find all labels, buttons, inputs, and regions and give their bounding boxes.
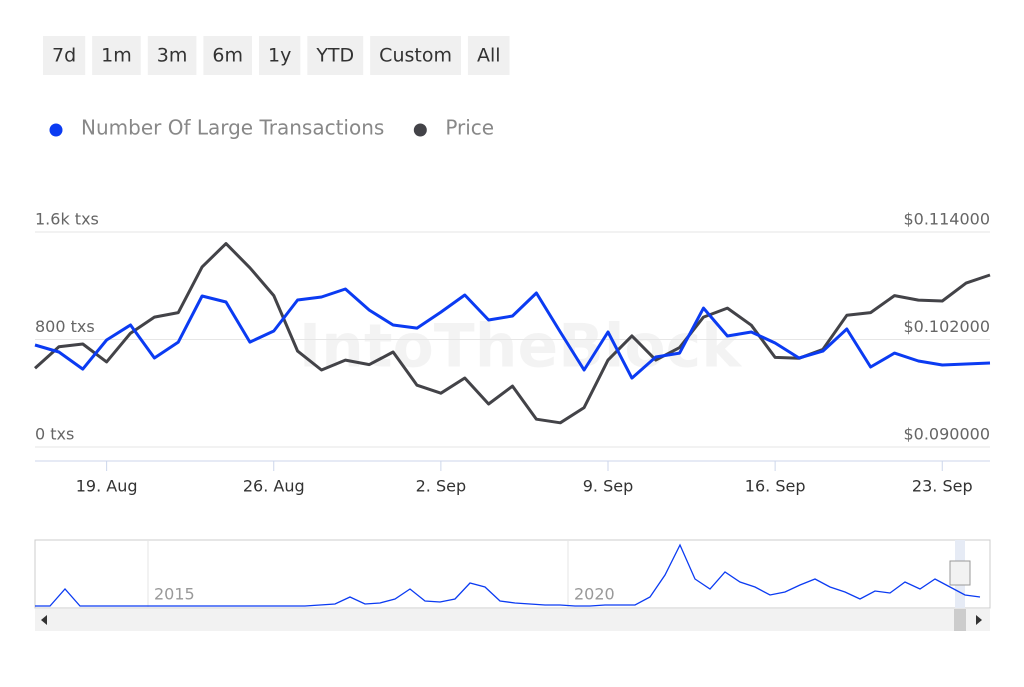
y2-tick-label: $0.114000 [903,210,990,229]
navigator-frame [34,539,991,609]
range-button[interactable] [307,36,364,75]
y2-tick-label: $0.102000 [903,317,990,336]
range-button[interactable] [258,36,301,75]
x-tick-label: 26. Aug [243,477,305,496]
range-button-label: 7d [52,45,76,67]
range-button-label: 3m [157,45,188,67]
y2-tick-label: $0.090000 [903,425,990,444]
navigator-label: 2015 [154,585,195,604]
range-button-label: Custom [379,45,452,67]
range-button[interactable] [92,36,141,75]
range-button[interactable] [43,36,86,75]
navigator-handle[interactable] [949,560,971,586]
x-tick-label: 9. Sep [583,477,634,496]
range-button-label: YTD [315,45,354,67]
y-tick-label: 800 txs [35,317,95,336]
navigator-label: 2020 [574,585,615,604]
scroll-left[interactable] [41,615,47,625]
range-button-label: 1m [101,45,132,67]
x-tick-label: 23. Sep [912,477,973,496]
range-button-label: 1y [268,45,291,67]
legend-label[interactable]: Number Of Large Transactions [81,116,384,140]
scrollbar-thumb[interactable] [954,609,966,631]
watermark: IntoTheBlock [299,312,743,382]
range-button[interactable] [203,36,252,75]
legend-label[interactable]: Price [445,116,494,140]
range-button-label: 6m [212,45,243,67]
x-tick-label: 16. Sep [745,477,806,496]
y-tick-label: 0 txs [35,425,74,444]
x-tick-label: 19. Aug [76,477,138,496]
scroll-right[interactable] [976,615,982,625]
legend-marker[interactable] [49,123,63,137]
range-button[interactable] [467,36,510,75]
legend-marker[interactable] [413,123,427,137]
navigator-line [35,543,981,607]
y-tick-label: 1.6k txs [35,210,99,229]
range-button[interactable] [370,36,461,75]
series-line [34,287,991,380]
scrollbar[interactable] [35,609,990,631]
x-tick-label: 2. Sep [416,477,467,496]
series-line [33,242,991,425]
range-button[interactable] [147,36,197,75]
range-button-label: All [477,45,501,67]
